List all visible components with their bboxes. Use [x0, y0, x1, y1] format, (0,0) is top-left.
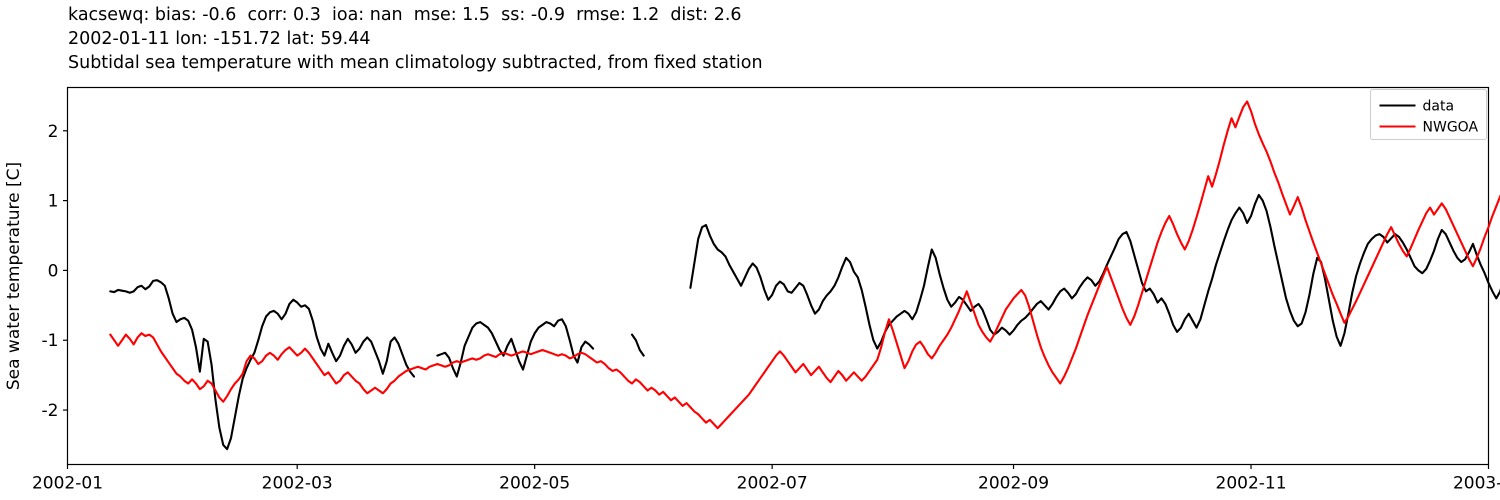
figure-title-block: kacsewq: bias: -0.6 corr: 0.3 ioa: nan m…: [68, 4, 1468, 75]
series-line-data: [630, 333, 645, 357]
x-tick-label: 2002-07: [737, 474, 808, 494]
y-tick-label: 1: [48, 192, 59, 212]
y-tick-label: -1: [42, 331, 59, 351]
series-line-data: [436, 318, 595, 378]
title-line-description: Subtidal sea temperature with mean clima…: [68, 52, 763, 73]
y-tick-label: 2: [48, 122, 59, 142]
x-tick-label: 2003-01: [1453, 474, 1500, 494]
title-line-location: 2002-01-11 lon: -151.72 lat: 59.44: [68, 28, 371, 49]
axes-frame: [66, 86, 1490, 466]
x-tick-label: 2002-11: [1216, 474, 1287, 494]
series-NWGOA: [109, 100, 1500, 430]
legend-label-data: data: [1423, 99, 1455, 115]
series-line-data: [109, 279, 416, 451]
y-tick-label: -2: [42, 401, 59, 421]
y-axis-label: Sea water temperature [C]: [4, 162, 24, 390]
y-tick-label: 0: [48, 261, 59, 281]
x-tick-label: 2002-01: [32, 474, 103, 494]
title-line-stats: kacsewq: bias: -0.6 corr: 0.3 ioa: nan m…: [68, 5, 742, 25]
series-line-data: [689, 193, 1500, 350]
x-tick-label: 2002-03: [262, 474, 333, 494]
legend: data NWGOA: [1370, 89, 1487, 140]
legend-label-NWGOA: NWGOA: [1423, 120, 1479, 136]
x-tick-label: 2002-05: [499, 474, 570, 494]
series-line-NWGOA: [109, 100, 1500, 430]
series-data: [109, 193, 1500, 451]
x-tick-label: 2002-09: [978, 474, 1049, 494]
